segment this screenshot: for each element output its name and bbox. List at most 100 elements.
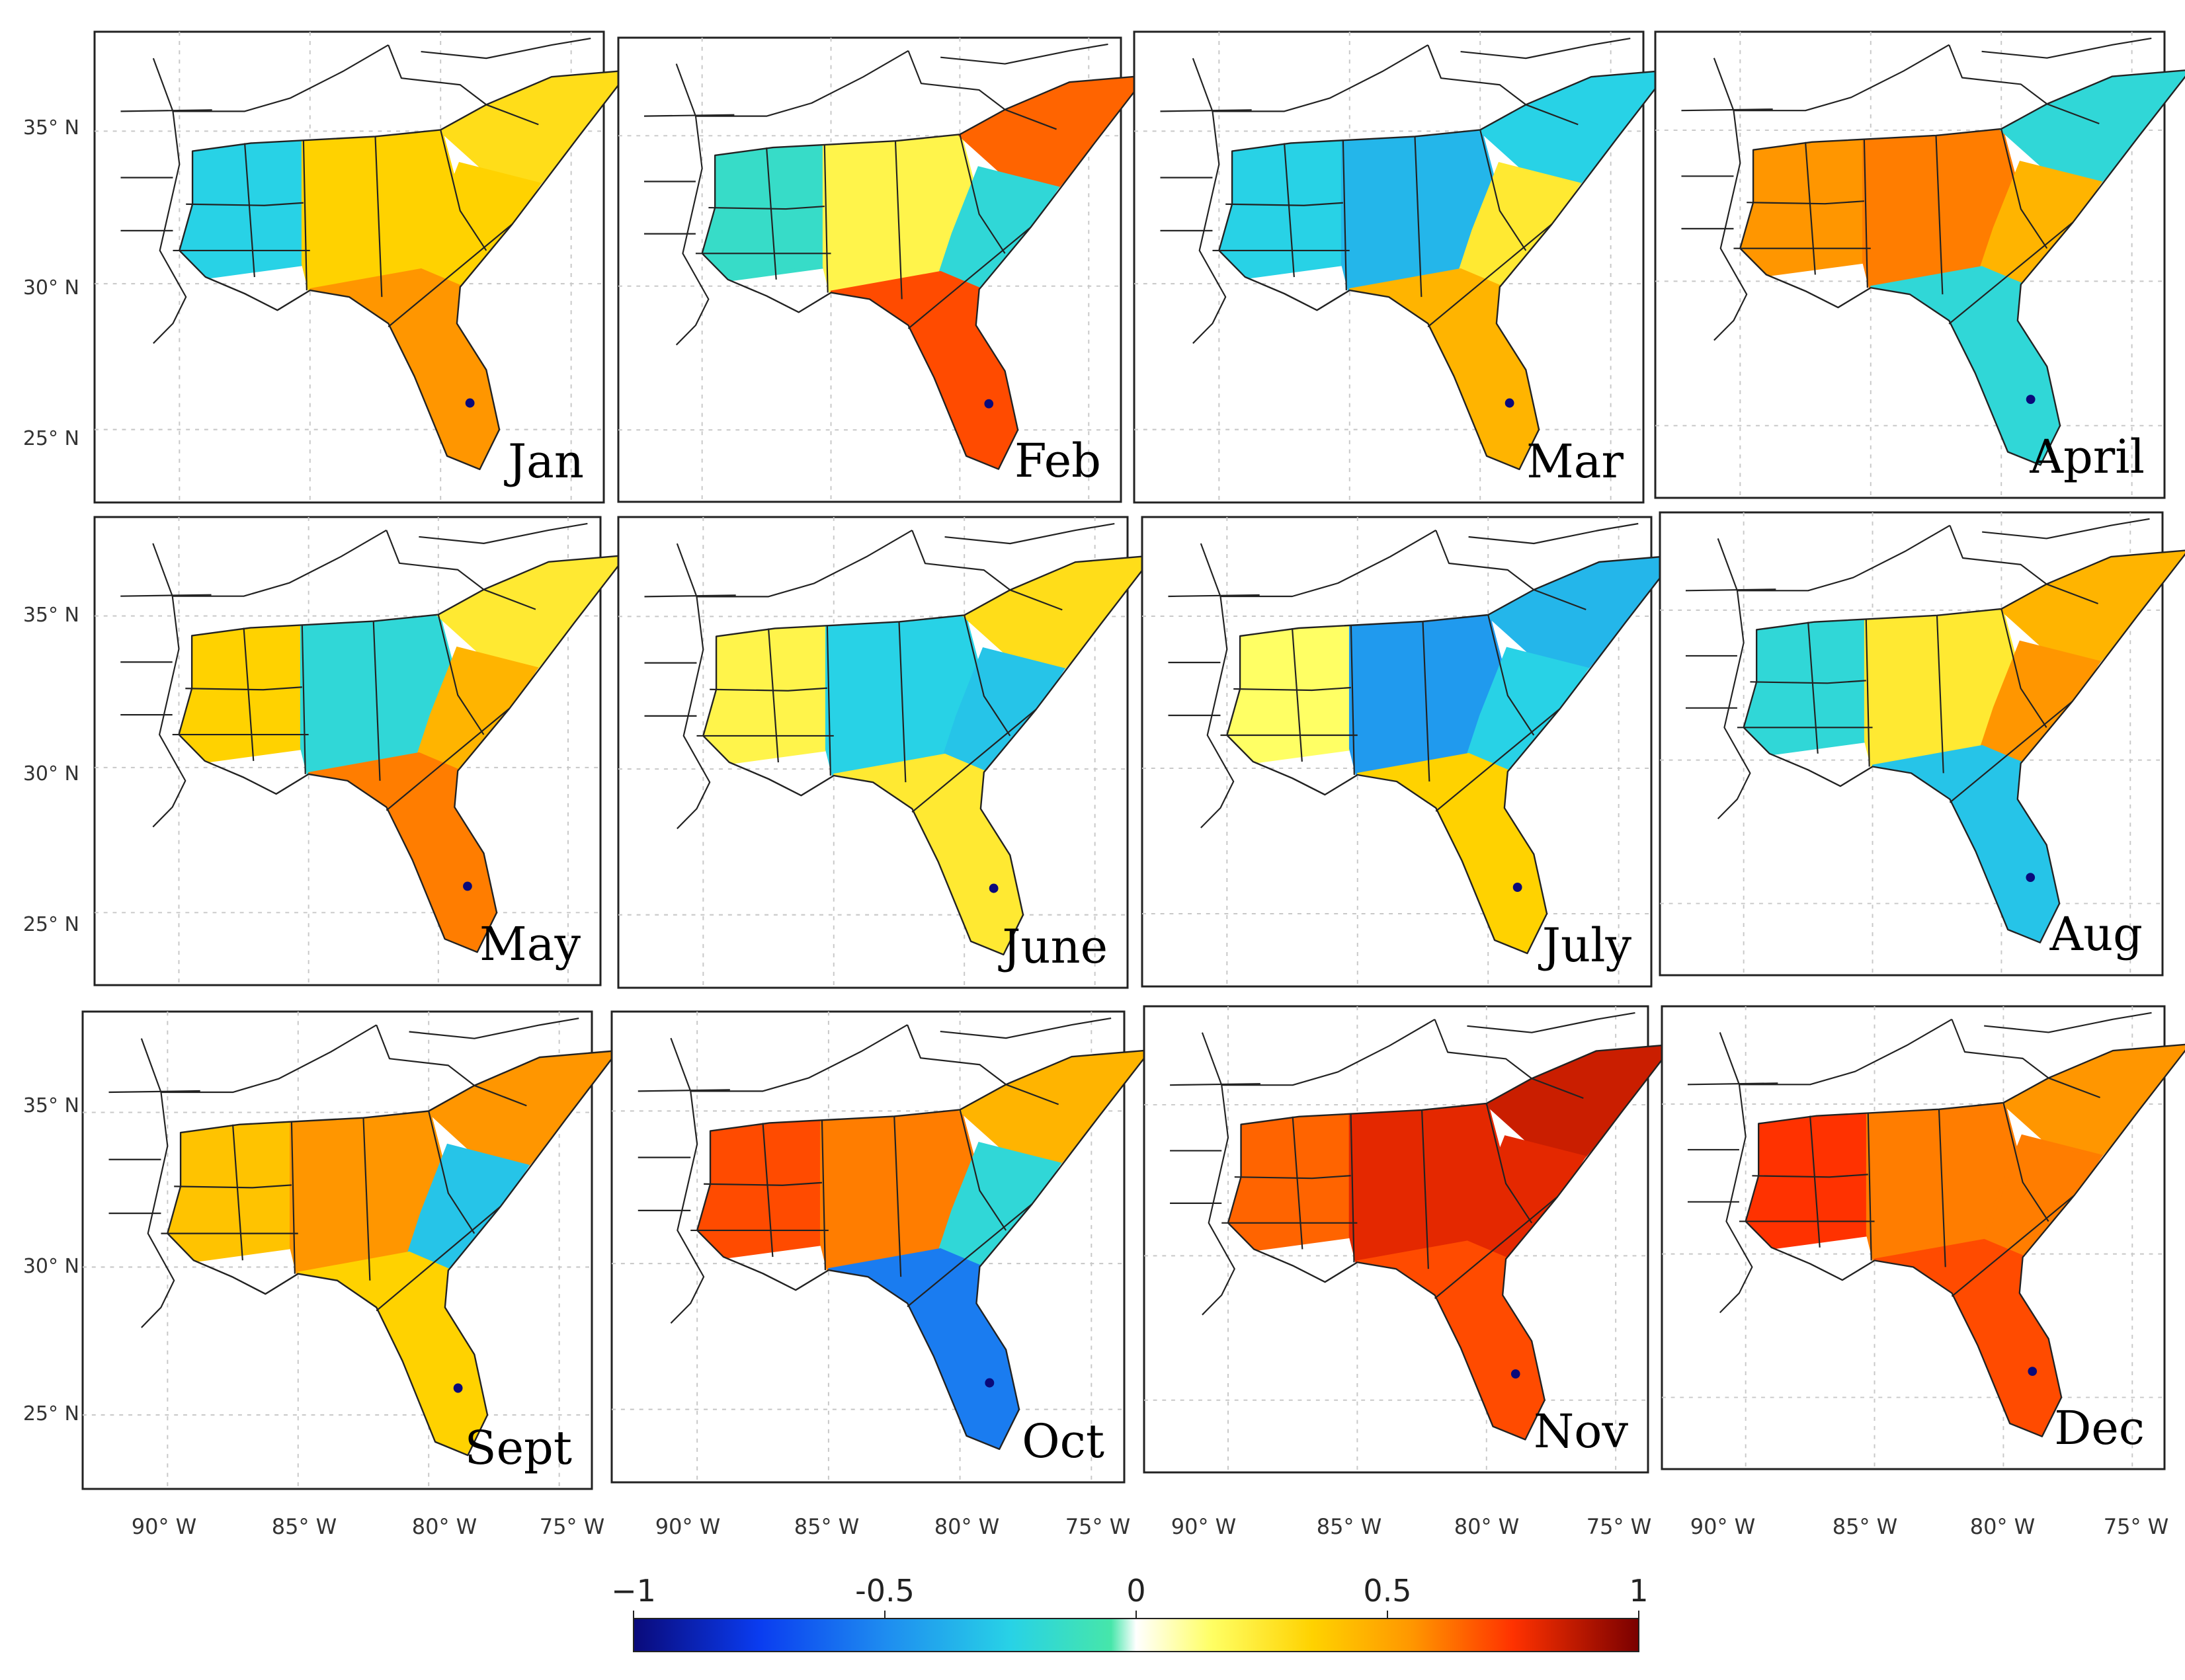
map-panel-feb: Feb — [617, 36, 1148, 503]
longitude-label: 90° W — [132, 1514, 197, 1539]
map-panel-oct: Oct — [610, 1010, 1151, 1484]
state-boundary — [1533, 588, 1587, 611]
colorbar: −1 -0.5 0 0.5 1 — [611, 1573, 1649, 1652]
state-boundary — [1865, 619, 1870, 767]
month-label: Jan — [504, 434, 584, 489]
latitude-label: 35° N — [23, 604, 79, 627]
month-label: July — [1538, 918, 1632, 973]
state-boundary — [185, 686, 302, 691]
state-boundary — [1291, 627, 1303, 762]
lake-okeechobee-marker — [465, 398, 475, 408]
state-boundary — [898, 621, 907, 783]
state-boundary — [372, 621, 381, 781]
state-boundary — [483, 588, 536, 610]
state-boundary — [474, 1084, 527, 1107]
state-boundary — [1234, 1175, 1351, 1180]
basemap-boundary — [1221, 1018, 1436, 1086]
state-boundary — [1750, 680, 1866, 684]
map-content — [1655, 32, 2185, 498]
lake-okeechobee-marker — [985, 1378, 995, 1388]
latitude-label: 25° N — [23, 1402, 79, 1425]
correlation-field — [1219, 70, 1670, 469]
basemap-boundary — [1427, 44, 1526, 106]
map-content — [1134, 32, 1670, 503]
state-boundary — [1342, 140, 1347, 291]
colorbar-tick-label: −1 — [611, 1573, 656, 1609]
longitude-label: 80° W — [1454, 1514, 1520, 1539]
state-boundary — [376, 1206, 501, 1312]
basemap-boundary — [120, 109, 212, 112]
basemap-boundary — [643, 114, 735, 117]
lake-okeechobee-marker — [2026, 395, 2036, 405]
region-central-west — [697, 1118, 824, 1260]
map-content — [618, 517, 1155, 988]
longitude-labels: 90° W 85° W 80° W 75° W 90° W 85° W 80° W 75° W… — [132, 1514, 2169, 1539]
colorbar-tick-label: -0.5 — [855, 1573, 915, 1609]
correlation-field — [1743, 550, 2185, 943]
month-label: Feb — [1014, 434, 1101, 488]
colorbar-tick-label: 0.5 — [1363, 1573, 1411, 1609]
basemap-boundary — [409, 1018, 579, 1039]
state-boundary — [388, 223, 513, 328]
map-panel-may: May — [93, 516, 628, 986]
state-boundary — [174, 1184, 292, 1189]
map-content — [1660, 512, 2185, 976]
basemap-boundary — [1467, 1012, 1635, 1033]
basemap-boundary — [907, 50, 1006, 110]
region-central-west — [1227, 1111, 1353, 1252]
state-boundary — [362, 1117, 371, 1281]
basemap-boundary — [638, 1089, 730, 1092]
month-label: April — [2029, 430, 2145, 484]
correlation-field — [702, 75, 1147, 469]
state-boundary — [826, 625, 831, 776]
basemap-boundary — [940, 43, 1108, 65]
basemap-boundary — [1168, 594, 1260, 598]
state-boundary — [1422, 621, 1430, 782]
basemap-boundary — [1713, 58, 1748, 341]
month-label: Oct — [1022, 1414, 1104, 1468]
lake-okeechobee-marker — [1512, 883, 1522, 892]
state-boundary — [1283, 143, 1295, 278]
state-boundary — [1863, 139, 1868, 288]
state-boundary — [1434, 1196, 1558, 1299]
lake-okeechobee-marker — [453, 1383, 463, 1393]
region-central-west — [1227, 623, 1353, 764]
longitude-label: 85° W — [794, 1514, 860, 1539]
state-boundary — [1949, 701, 2073, 803]
basemap-boundary — [108, 1090, 200, 1094]
colorbar-gradient — [633, 1618, 1639, 1652]
state-boundary — [1421, 1109, 1429, 1269]
region-outline — [1218, 69, 1670, 471]
state-boundary — [1948, 221, 2074, 325]
latitude-label: 30° N — [23, 762, 79, 785]
state-boundary — [1935, 135, 1944, 295]
basemap-boundary — [376, 1024, 475, 1086]
region-outline — [178, 554, 628, 953]
state-boundary — [1752, 1174, 1868, 1178]
longitude-label: 85° W — [272, 1514, 337, 1539]
region-central-west — [167, 1119, 294, 1263]
state-boundary — [1225, 202, 1343, 206]
basemap-boundary — [161, 1024, 377, 1094]
basemap-boundary — [1170, 1083, 1260, 1086]
state-boundary — [1233, 686, 1351, 692]
state-boundary — [2000, 128, 2048, 249]
latitude-label: 35° N — [23, 1094, 79, 1117]
region-outline — [1226, 554, 1678, 955]
basemap-boundary — [1220, 530, 1436, 598]
map-panels: Jan Feb Mar April May June July Aug Sept Oct Nov De… — [81, 30, 2185, 1490]
map-panel-mar: Mar — [1133, 30, 1670, 504]
basemap-boundary — [1468, 522, 1639, 545]
longitude-label: 75° W — [1587, 1514, 1652, 1539]
basemap-boundary — [1984, 1012, 2152, 1033]
lake-okeechobee-marker — [2028, 1367, 2038, 1377]
longitude-label: 75° W — [2104, 1514, 2169, 1539]
basemap-boundary — [944, 522, 1115, 545]
state-boundary — [1005, 108, 1057, 130]
state-boundary — [1479, 130, 1527, 251]
basemap-boundary — [940, 1017, 1112, 1039]
state-boundary — [907, 226, 1032, 329]
latitude-label: 25° N — [23, 913, 79, 936]
basemap-boundary — [1949, 525, 2047, 585]
